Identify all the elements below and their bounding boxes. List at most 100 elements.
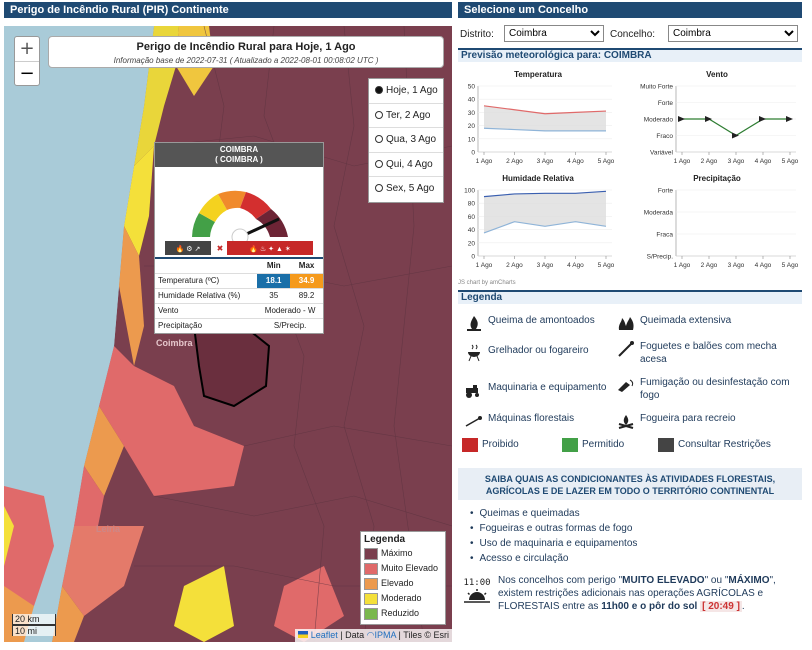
y-tick-label: Variável [650, 150, 674, 157]
place-label-coimbra: Coimbra [156, 338, 193, 348]
map-title-box: Perigo de Incêndio Rural para Hoje, 1 Ag… [48, 36, 444, 68]
leaflet-link[interactable]: Leaflet [310, 630, 338, 640]
status-permitted: Permitido [562, 438, 624, 452]
firework-icon [618, 341, 634, 357]
risk-gauge-icon: 🔥 ⚙ ↗ ✖ 🔥 ♨ ✦ ▲ ✶ [165, 190, 313, 255]
legend-row: Muito Elevado [364, 562, 442, 577]
x-tick-label: 1 Ago [476, 262, 493, 269]
x-tick-label: 3 Ago [537, 262, 554, 269]
y-tick-label: 20 [468, 123, 476, 130]
legend-fumigation: Fumigação ou desinfestação com fogo [616, 376, 802, 402]
map-subtitle: Informação base de 2022-07-31 ( Atualiza… [113, 56, 379, 65]
x-tick-label: 3 Ago [728, 262, 745, 269]
map-title: Perigo de Incêndio Rural para Hoje, 1 Ag… [136, 41, 356, 53]
link-queimas[interactable]: Queimas e queimadas [470, 508, 580, 519]
fire-risk-map[interactable]: Coimbra Leiria + − Perigo de Incêndio Ru… [4, 26, 452, 642]
chart-humidity: Humidade Relativa 0 20 40 60 80 100 1 Ago 2 Ago… [458, 174, 618, 272]
restriction-note: Nos concelhos com perigo "MUITO ELEVADO"… [498, 575, 776, 612]
y-tick-label: 20 [468, 240, 476, 247]
day-option-wed[interactable]: Qua, 3 Ago [369, 128, 443, 153]
svg-text:🔥 ⚙ ↗: 🔥 ⚙ ↗ [176, 244, 201, 253]
extensive-burn-icon [618, 317, 634, 330]
map-legend: Legenda Máximo Muito Elevado Elevado Mod… [360, 531, 446, 625]
svg-text:✖: ✖ [217, 244, 224, 253]
x-tick-label: 4 Ago [567, 262, 584, 269]
zoom-in-button[interactable]: + [19, 38, 35, 59]
distrito-label: Distrito: [460, 29, 494, 40]
x-tick-label: 1 Ago [674, 158, 691, 165]
selector-row: Distrito: Coimbra Concelho: Coimbra [458, 24, 802, 46]
x-tick-label: 5 Ago [782, 158, 799, 165]
popup-header: COIMBRA ( COIMBRA ) [155, 143, 323, 167]
concelho-label: Concelho: [610, 29, 656, 40]
legend-header: Legenda [458, 290, 802, 304]
zoom-control: + − [14, 36, 40, 86]
radio-icon [375, 135, 383, 143]
forest-machine-icon [465, 416, 482, 427]
radio-icon [375, 86, 383, 94]
map-attribution: Leaflet | Data ◠IPMA | Tiles © Esri [295, 629, 452, 642]
x-tick-label: 5 Ago [782, 262, 799, 269]
flag-icon [298, 631, 309, 638]
link-fogueiras[interactable]: Fogueiras e outras formas de fogo [470, 523, 633, 534]
x-tick-label: 4 Ago [755, 158, 772, 165]
ipma-link[interactable]: IPMA [374, 630, 396, 640]
x-tick-label: 5 Ago [598, 262, 615, 269]
legend-forest-machine: Máquinas florestais [464, 412, 574, 430]
series-line-0 [483, 190, 607, 198]
x-tick-label: 1 Ago [476, 158, 493, 165]
radio-icon [375, 159, 383, 168]
zoom-out-button[interactable]: − [15, 61, 39, 85]
series-line-0 [483, 105, 607, 115]
temp-min: 18.1 [257, 272, 291, 288]
link-maquinaria[interactable]: Uso de maquinaria e equipamentos [470, 538, 638, 549]
ipma-logo-icon: ◠ [366, 630, 375, 640]
day-option-today[interactable]: Hoje, 1 Ago [369, 79, 443, 104]
place-label-leiria: Leiria [96, 524, 121, 534]
concelho-popup: COIMBRA ( COIMBRA ) 🔥 ⚙ ↗ ✖ 🔥 ♨ ✦ ▲ ✶ Mi… [154, 142, 324, 334]
wind-arrow-point [678, 116, 685, 122]
wind-arrow-point [759, 116, 766, 122]
y-tick-label: Fraca [656, 232, 673, 239]
concelho-header: Selecione um Concelho [458, 2, 802, 18]
y-tick-label: 80 [468, 201, 476, 208]
y-tick-label: Moderado [644, 117, 674, 124]
legend-burn-pile: Queima de amontoados [464, 314, 595, 332]
popup-table: Min Max Temperatura (ºC) 18.1 34.9 Humidade… [155, 257, 323, 333]
link-acesso[interactable]: Acesso e circulação [470, 553, 569, 564]
day-option-thu[interactable]: Qui, 4 Ago [369, 153, 443, 177]
legend-row: Moderado [364, 592, 442, 607]
popup-gauge-area: 🔥 ⚙ ↗ ✖ 🔥 ♨ ✦ ▲ ✶ [155, 167, 323, 257]
info-banner: SAIBA QUAIS AS CONDICIONANTES ÀS ATIVIDA… [458, 468, 802, 500]
chart-credit-link[interactable]: JS chart by amCharts [458, 280, 516, 286]
distrito-select[interactable]: Coimbra [504, 25, 604, 42]
wind-chart-svg: Variável Fraco Moderado Forte Muito Forte 1 A… [640, 84, 799, 166]
chart-wind: Vento Variável Fraco Moderado Forte Muito Fo… [632, 70, 802, 168]
y-tick-label: 0 [471, 150, 475, 157]
x-tick-label: 2 Ago [506, 158, 523, 165]
x-tick-label: 2 Ago [701, 262, 718, 269]
temperature-chart-svg: 0 10 20 30 40 50 1 Ago 2 Ago 3 Ago 4 Ago 5 Ago [468, 84, 615, 166]
x-tick-label: 4 Ago [755, 262, 772, 269]
legend-row: Reduzido [364, 607, 442, 622]
x-tick-label: 5 Ago [598, 158, 615, 165]
legend-grill: Grelhador ou fogareiro [464, 344, 614, 362]
sunset-time: [ 20:49 ] [700, 601, 742, 612]
y-tick-label: 50 [468, 84, 476, 91]
day-option-fri[interactable]: Sex, 5 Ago [369, 177, 443, 202]
x-tick-label: 1 Ago [674, 262, 691, 269]
legend-extensive-burn: Queimada extensiva [616, 314, 731, 332]
x-tick-label: 2 Ago [701, 158, 718, 165]
precipitation-chart-svg: S/Precip. Fraca Moderada Forte 1 Ago 2 Ago 3 A… [644, 188, 799, 270]
range-area [484, 105, 606, 131]
range-area [484, 191, 606, 233]
y-tick-label: Muito Forte [640, 84, 673, 91]
wind-arrow-point [786, 116, 793, 122]
machinery-icon [466, 385, 479, 398]
wind-arrow-point [732, 132, 739, 139]
y-tick-label: 40 [468, 227, 476, 234]
legend-campfire: Fogueira para recreio [616, 412, 736, 430]
concelho-select[interactable]: Coimbra [668, 25, 798, 42]
day-option-tue[interactable]: Ter, 2 Ago [369, 104, 443, 128]
radio-icon [375, 184, 383, 192]
